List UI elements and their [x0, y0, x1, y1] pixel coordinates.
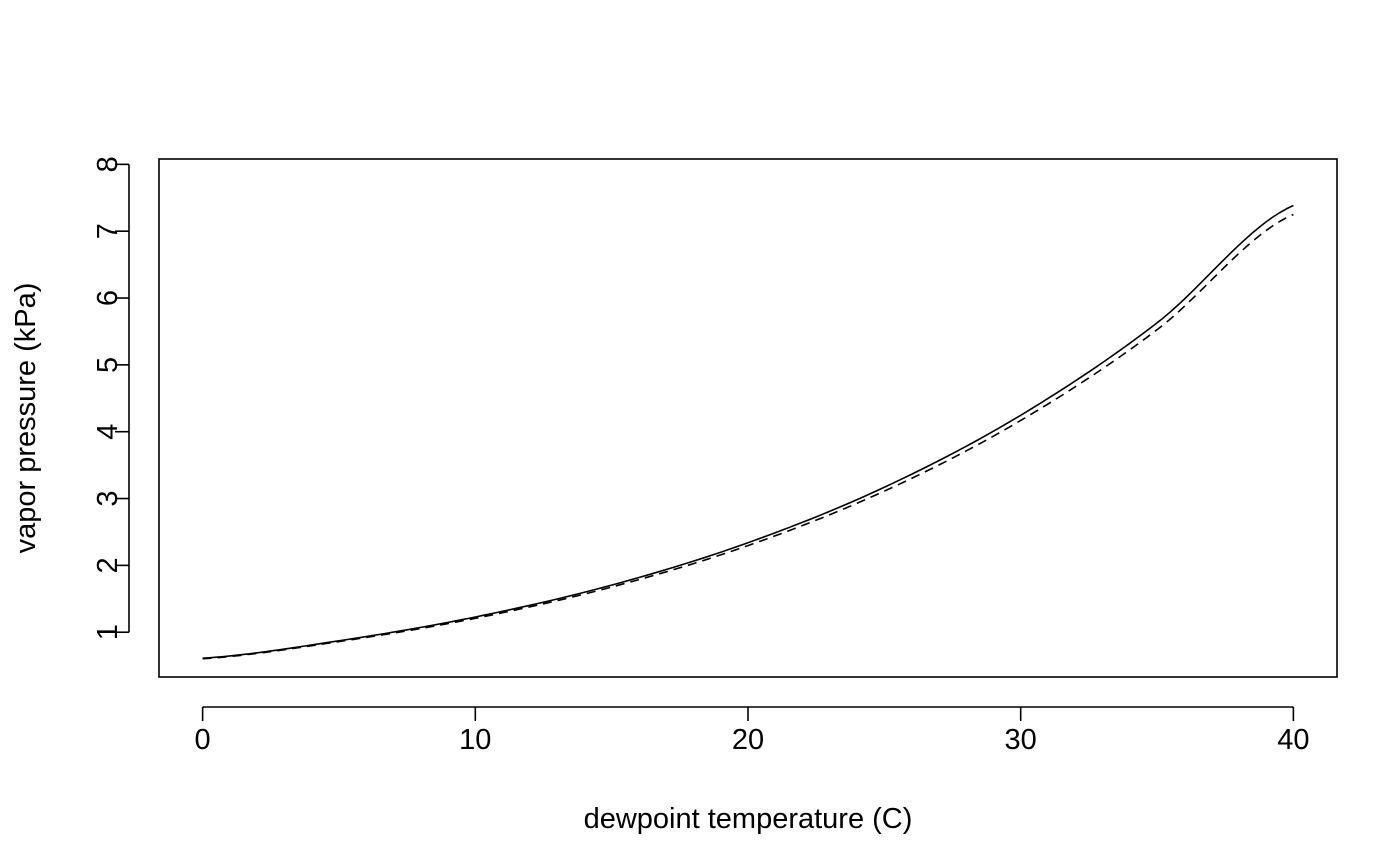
- y-tick-label: 1: [92, 624, 124, 640]
- x-axis: 0 10 20 30 40: [195, 706, 1310, 756]
- y-tick-label: 4: [92, 424, 124, 440]
- x-tick-label: 20: [732, 724, 764, 756]
- x-tick-label: 40: [1277, 724, 1309, 756]
- x-axis-label: dewpoint temperature (C): [584, 803, 913, 835]
- x-tick-label: 30: [1005, 724, 1037, 756]
- series-layer: [202, 204, 1294, 660]
- series-line-solid: [202, 204, 1294, 660]
- y-axis: 1 2 3 4 5 6 7 8: [92, 156, 130, 640]
- plot-box: [158, 158, 1338, 678]
- y-tick-label: 3: [92, 490, 124, 506]
- y-tick-label: 5: [92, 357, 124, 373]
- y-axis-label: vapor pressure (kPa): [10, 283, 42, 554]
- y-tick-label: 2: [92, 557, 124, 573]
- y-tick-label: 6: [92, 290, 124, 306]
- x-tick-label: 10: [459, 724, 491, 756]
- y-tick-label: 7: [92, 223, 124, 239]
- y-tick-label: 8: [92, 156, 124, 172]
- x-tick-label: 0: [195, 724, 211, 756]
- series-line-dashed: [202, 213, 1294, 660]
